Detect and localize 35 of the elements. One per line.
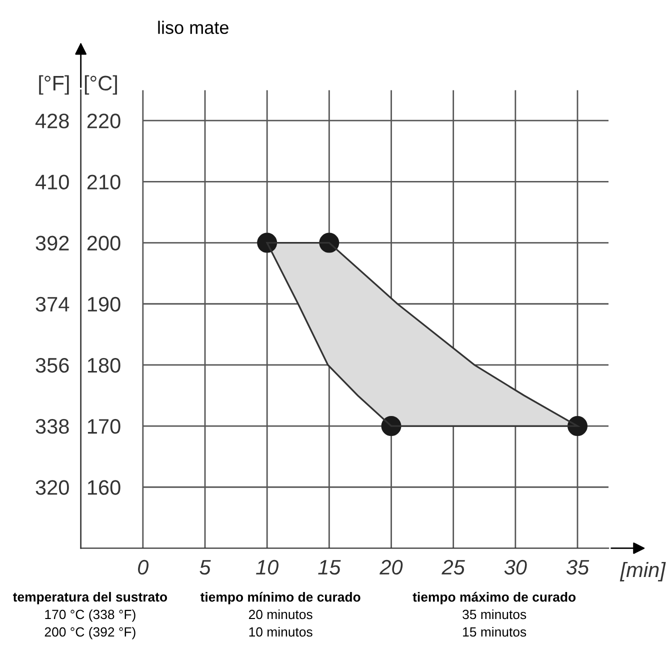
y-tick-label: 160 (88, 480, 120, 495)
x-tick-label: 15 (318, 560, 341, 575)
y-tick-label: 200 (87, 236, 120, 251)
y-tick-label: 170 (88, 419, 120, 434)
y2-axis-title: [°F] (39, 75, 69, 95)
y-tick-label: 220 (87, 114, 120, 128)
text: tiempo mínimo de curado (200, 592, 360, 604)
y2-tick-label: 320 (36, 480, 69, 495)
text: 170 °C (338 °F) (45, 609, 136, 622)
text: temperatura del sustrato (12, 592, 168, 604)
text: 35 minutos (462, 609, 526, 620)
y2-tick-label: 356 (36, 358, 69, 373)
x-tick-label: 25 (442, 560, 465, 575)
text: 15 minutos (463, 626, 526, 637)
x-tick-label: 5 (200, 560, 211, 575)
y2-tick-label: 338 (36, 419, 69, 434)
y-tick-label: 210 (87, 174, 120, 190)
x-tick-label: 35 (566, 560, 590, 575)
x-tick-label: 0 (138, 560, 149, 575)
text: 10 minutos (249, 626, 312, 637)
x-tick-label: 20 (380, 560, 403, 575)
y2-tick-label: 392 (36, 236, 69, 251)
x-tick-label: 30 (504, 560, 527, 575)
x-tick-label: 10 (256, 560, 278, 575)
chart-title: liso mate (158, 20, 228, 34)
text: tiempo máximo de curado (412, 592, 576, 604)
text: 20 minutos (248, 609, 312, 620)
y-axis-title: [°C] (84, 75, 117, 95)
x-axis-title: [min] (620, 562, 666, 582)
text: 200 °C (392 °F) (44, 626, 136, 640)
y2-tick-label: 428 (35, 114, 69, 128)
y-tick-label: 190 (88, 296, 120, 312)
y-tick-label: 180 (88, 358, 120, 373)
y2-tick-label: 410 (35, 174, 69, 190)
y2-tick-label: 374 (36, 296, 70, 312)
